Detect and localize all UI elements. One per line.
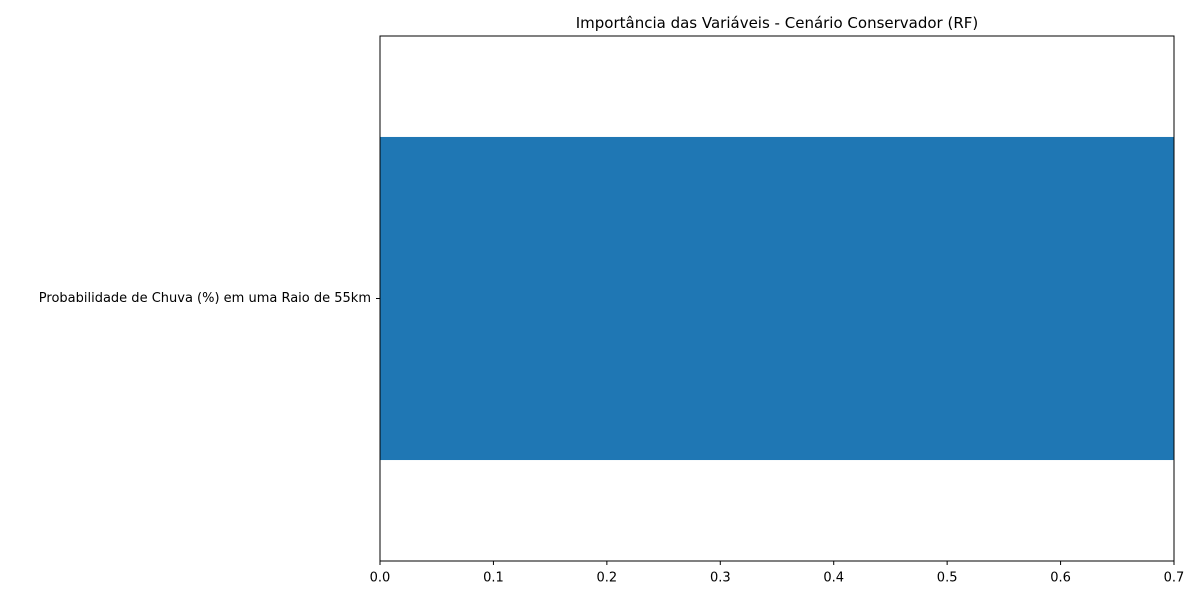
bars <box>380 136 1174 461</box>
x-tick-label: 0.1 <box>483 571 504 586</box>
plot-frame <box>379 35 1175 562</box>
x-tick-label: 0.6 <box>1050 571 1071 586</box>
x-tick-label: 0.2 <box>597 571 618 586</box>
x-tick-label: 0.3 <box>710 571 731 586</box>
x-tick-label: 0.7 <box>1164 571 1185 586</box>
y-tick-label: Probabilidade de Chuva (%) em uma Raio d… <box>39 291 371 306</box>
bar <box>380 136 1174 461</box>
y-axis-ticks: Probabilidade de Chuva (%) em uma Raio d… <box>39 291 380 306</box>
x-tick-label: 0.0 <box>370 571 391 586</box>
x-axis-ticks: 0.0 0.1 0.2 0.3 0.4 0.5 0.6 0.7 <box>370 561 1185 586</box>
x-tick-label: 0.4 <box>823 571 844 586</box>
chart-title: Importância das Variáveis - Cenário Cons… <box>576 14 979 32</box>
x-tick-label: 0.5 <box>937 571 958 586</box>
